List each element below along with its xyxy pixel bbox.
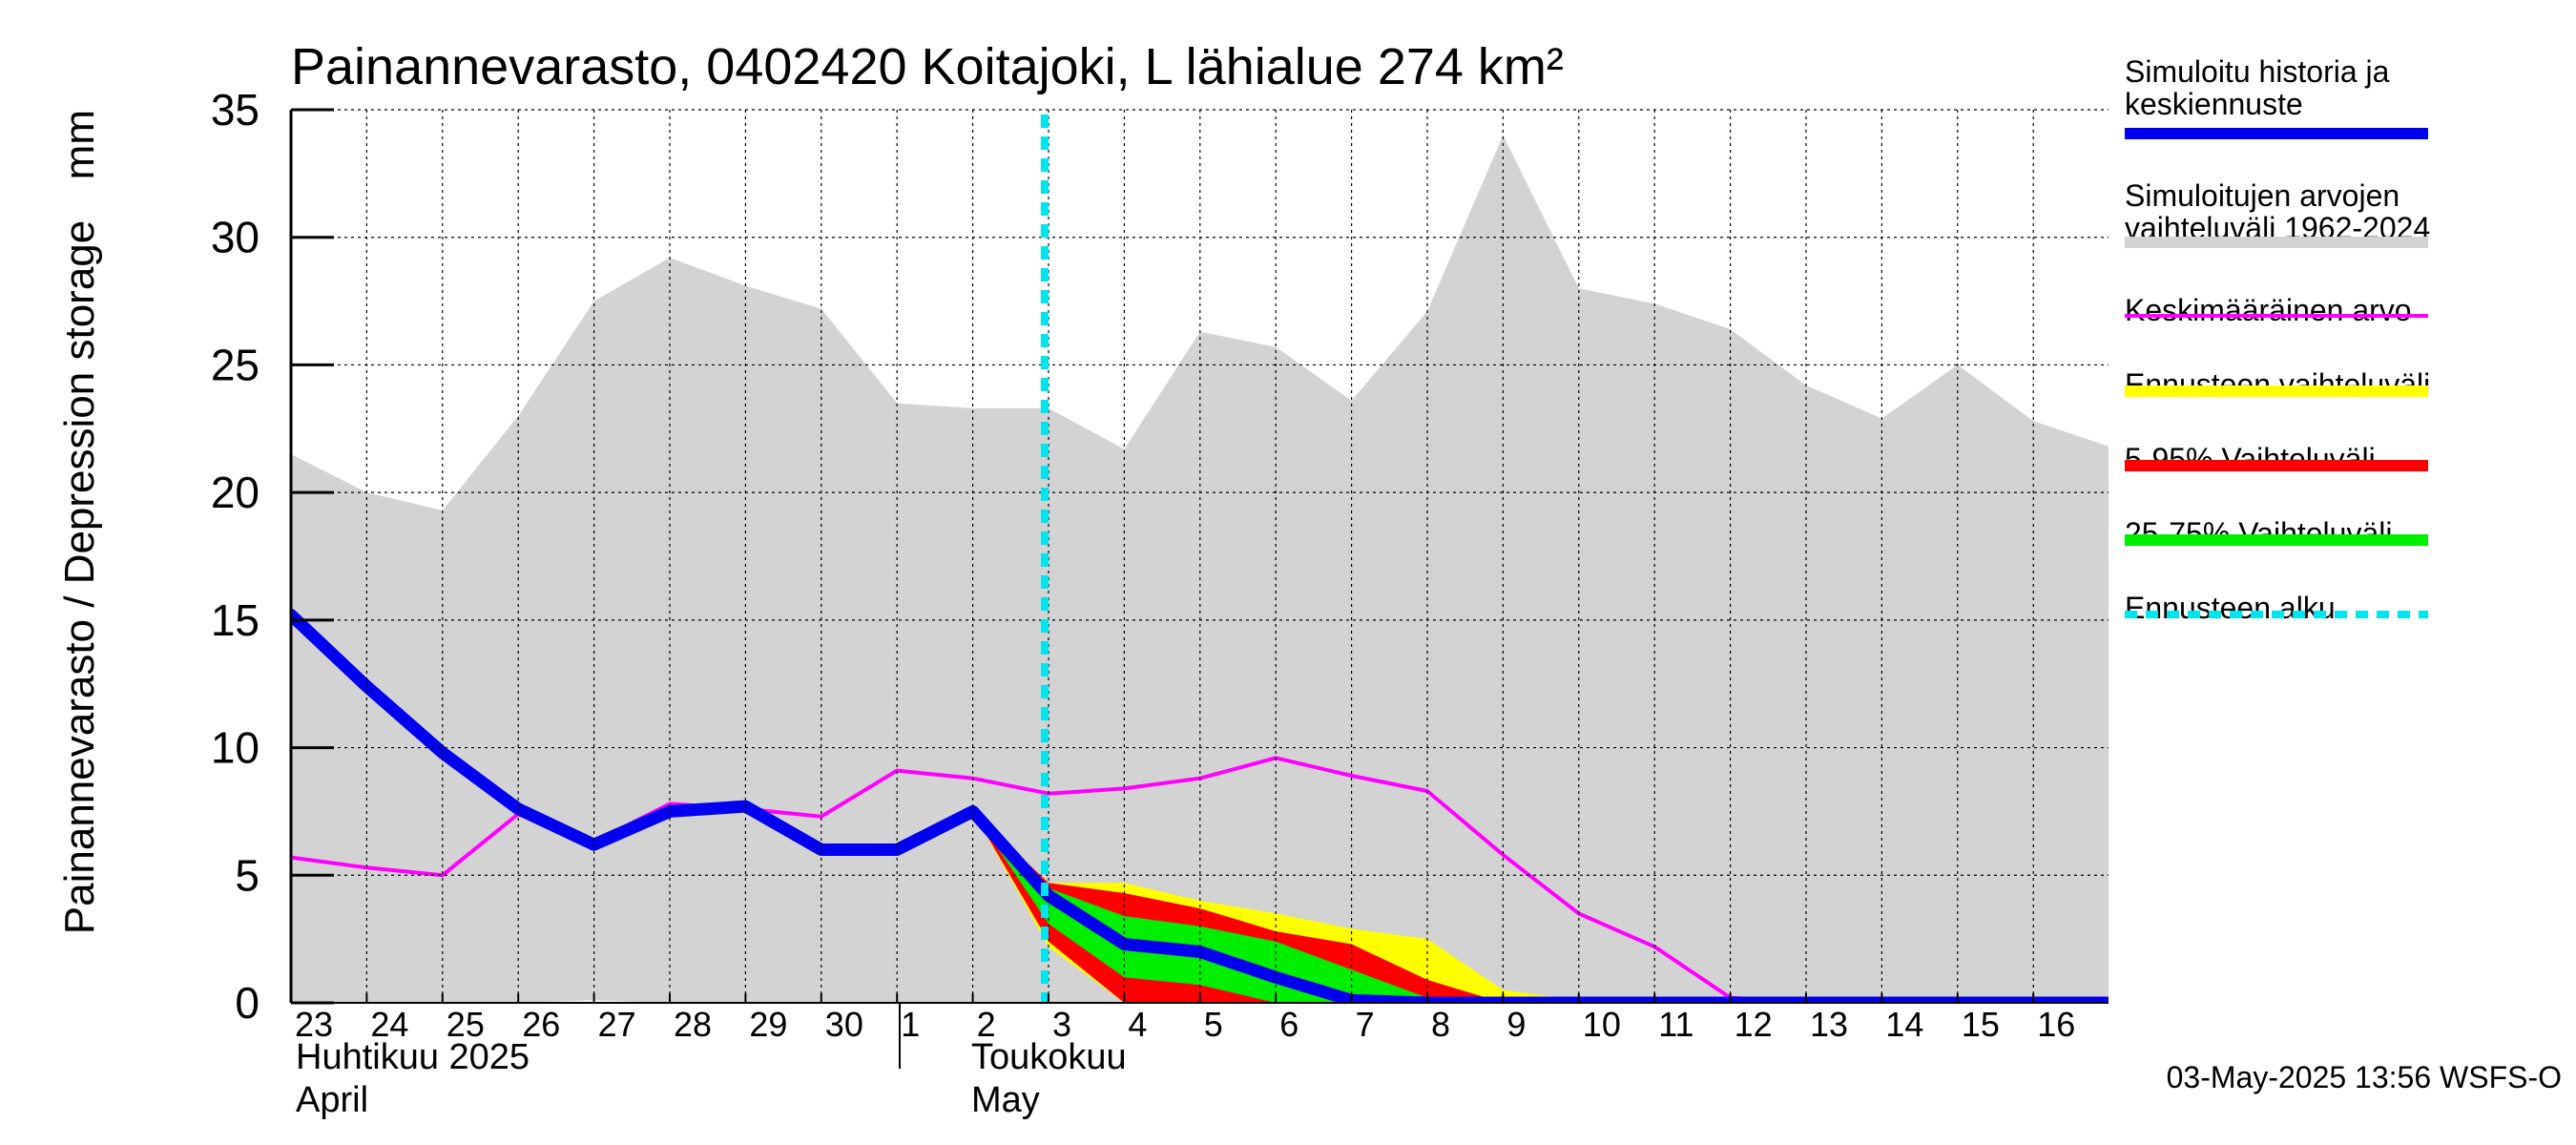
x-tick-label: 14 <box>1885 1005 1923 1044</box>
y-axis-unit: mm <box>56 110 103 179</box>
legend-5-95: 5-95% Vaihteluväli <box>2125 442 2428 476</box>
legend-label: Simuloitujen arvojen vaihteluväli 1962-20… <box>2125 178 2430 245</box>
y-tick-label: 25 <box>211 340 260 389</box>
x-tick-label: 26 <box>522 1005 560 1044</box>
x-tick-label: 1 <box>901 1005 920 1044</box>
x-tick-label: 10 <box>1583 1005 1621 1044</box>
legend-simulated-history: Simuloitu historia ja keskiennuste <box>2125 54 2428 139</box>
x-tick-label: 2 <box>977 1005 996 1044</box>
footer-timestamp: 03-May-2025 13:56 WSFS-O <box>2167 1060 2562 1094</box>
y-tick-label: 30 <box>211 213 260 262</box>
legend-mean: Keskimääräinen arvo <box>2125 293 2428 327</box>
month-label-may-en: May <box>971 1080 1040 1120</box>
x-tick-label: 4 <box>1128 1005 1147 1044</box>
x-tick-label: 30 <box>825 1005 863 1044</box>
legend-forecast-range: Ennusteen vaihteluväli <box>2125 367 2430 402</box>
x-tick-label: 9 <box>1506 1005 1526 1044</box>
month-label-may-fi: Toukokuu <box>971 1037 1127 1077</box>
month-label-april-en: April <box>296 1080 368 1120</box>
x-tick-label: 11 <box>1658 1005 1693 1044</box>
x-tick-label: 29 <box>749 1005 787 1044</box>
y-tick-label: 10 <box>211 723 260 773</box>
y-tick-label: 5 <box>235 850 260 900</box>
y-tick-label: 35 <box>211 85 260 135</box>
legend-label: Simuloitu historia ja keskiennuste <box>2125 54 2390 121</box>
gridlines <box>291 109 2109 1003</box>
x-tick-labels: 23 24 25 26 27 28 29 30 1 2 3 4 5 6 7 8 9 10 11 12 13 14 15 16 <box>295 1005 2075 1044</box>
x-tick-label: 24 <box>370 1005 408 1044</box>
y-tick-label: 15 <box>211 595 260 645</box>
x-tick-label: 3 <box>1052 1005 1071 1044</box>
y-tick-label: 0 <box>235 978 260 1028</box>
x-tick-label: 15 <box>1962 1005 2000 1044</box>
legend-forecast-start: Ennusteen alku <box>2125 591 2428 625</box>
y-axis-label: Painannevarasto / Depression storage <box>56 220 103 934</box>
axes <box>289 108 2109 1069</box>
legend-label: Ennusteen alku <box>2125 591 2336 625</box>
series-25-75-band <box>972 811 1579 1003</box>
x-tick-label: 16 <box>2037 1005 2075 1044</box>
legend-25-75: 25-75% Vaihteluväli <box>2125 516 2428 551</box>
x-tick-label: 28 <box>674 1005 712 1044</box>
x-tick-label: 27 <box>598 1005 636 1044</box>
x-tick-label: 8 <box>1431 1005 1450 1044</box>
legend-historic-range: Simuloitujen arvojen vaihteluväli 1962-20… <box>2125 178 2430 248</box>
legend: Simuloitu historia ja keskiennuste Simuloi… <box>2125 54 2430 625</box>
month-label-april-fi: Huhtikuu 2025 <box>296 1037 530 1077</box>
y-tick-label: 20 <box>211 468 260 517</box>
x-tick-label: 12 <box>1735 1005 1773 1044</box>
legend-label: Keskimääräinen arvo <box>2125 293 2412 327</box>
x-tick-label: 23 <box>295 1005 333 1044</box>
x-tick-label: 25 <box>447 1005 485 1044</box>
x-tick-label: 13 <box>1810 1005 1848 1044</box>
x-tick-label: 6 <box>1279 1005 1298 1044</box>
x-tick-label: 5 <box>1204 1005 1223 1044</box>
x-tick-label: 7 <box>1356 1005 1375 1044</box>
chart-title: Painannevarasto, 0402420 Koitajoki, L lä… <box>291 38 1564 95</box>
y-tick-labels: 0 5 10 15 20 25 30 35 <box>211 85 260 1028</box>
month-labels: Huhtikuu 2025 April Toukokuu May <box>296 1037 1127 1120</box>
